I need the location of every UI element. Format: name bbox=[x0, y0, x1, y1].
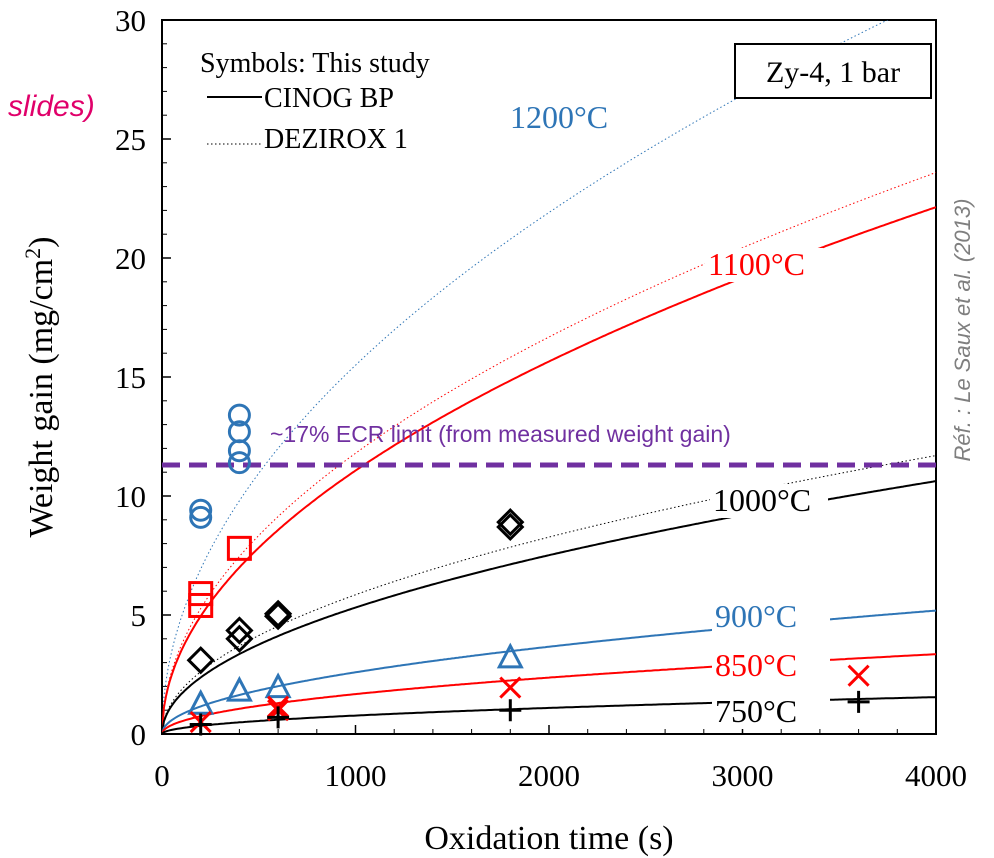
data-point-triangle bbox=[496, 642, 524, 669]
data-point-diamond bbox=[263, 599, 293, 628]
temperature-label-bg bbox=[710, 484, 828, 518]
data-point-triangle bbox=[187, 689, 215, 715]
temperature-label: 750°C bbox=[715, 693, 797, 729]
temperature-label: 850°C bbox=[715, 647, 797, 683]
data-point-plus bbox=[499, 699, 522, 722]
temperature-label: 1100°C bbox=[708, 246, 805, 282]
y-axis-label: Weight gain (mg/cm2) bbox=[20, 237, 61, 538]
data-point-circle bbox=[189, 498, 213, 522]
temperature-label-bg bbox=[712, 695, 830, 729]
y-tick-label: 0 bbox=[131, 717, 147, 752]
temperature-label-bg bbox=[712, 600, 830, 634]
x-tick-label: 3000 bbox=[712, 758, 774, 793]
data-point-diamond bbox=[225, 624, 254, 653]
data-point-diamond bbox=[186, 646, 215, 675]
temperature-label-bg bbox=[705, 248, 823, 282]
data-point-diamond bbox=[496, 512, 525, 542]
x-tick-label: 1000 bbox=[325, 758, 387, 793]
y-tick-label: 15 bbox=[115, 360, 146, 395]
y-tick-label: 5 bbox=[131, 598, 147, 633]
temperature-label: 900°C bbox=[715, 598, 797, 634]
material-box bbox=[734, 43, 932, 99]
y-tick-label: 10 bbox=[115, 479, 146, 514]
data-point-diamond bbox=[496, 508, 525, 537]
x-tick-label: 4000 bbox=[905, 758, 967, 793]
ecr-limit-label: ~17% ECR limit (from measured weight gai… bbox=[270, 421, 731, 447]
data-point-circle bbox=[227, 439, 251, 463]
temperature-label-bg bbox=[712, 649, 830, 683]
data-point-plus bbox=[189, 713, 212, 736]
legend-title: Symbols: This study bbox=[200, 48, 430, 79]
data-point-x bbox=[847, 664, 870, 687]
legend-label-cinog: CINOG BP bbox=[264, 83, 394, 114]
data-point-circle bbox=[227, 451, 251, 475]
data-point-circle bbox=[227, 420, 251, 444]
data-point-plus bbox=[267, 706, 290, 729]
data-point-circle bbox=[227, 403, 251, 427]
temperature-label: 1000°C bbox=[713, 482, 811, 518]
reference-label: Réf. : Le Saux et al. (2013) bbox=[950, 199, 975, 462]
data-point-x bbox=[499, 676, 522, 699]
data-point-triangle bbox=[264, 672, 292, 699]
data-point-triangle bbox=[225, 675, 253, 702]
x-axis-label: Oxidation time (s) bbox=[424, 820, 673, 857]
y-tick-label: 30 bbox=[115, 3, 146, 38]
data-point-square bbox=[188, 581, 214, 607]
temperature-label: 1200°C bbox=[510, 99, 608, 135]
x-tick-label: 0 bbox=[154, 758, 170, 793]
slides-fragment-label: slides) bbox=[8, 90, 95, 123]
y-tick-label: 25 bbox=[115, 122, 146, 157]
y-tick-label: 20 bbox=[115, 241, 146, 276]
marker-layer bbox=[186, 403, 870, 736]
data-point-circle bbox=[189, 505, 213, 529]
material-label: Zy-4, 1 bar bbox=[766, 56, 900, 89]
plot-area: 0 5 10 15 20 25 30 0 1000 2000 3000 4000 Oxidation t… bbox=[8, 3, 975, 857]
data-point-diamond bbox=[225, 616, 254, 645]
data-point-diamond bbox=[263, 602, 293, 631]
data-point-square bbox=[226, 535, 252, 561]
x-tick-label: 2000 bbox=[518, 758, 580, 793]
data-point-plus bbox=[847, 690, 870, 713]
legend-label-dezirox: DEZIROX 1 bbox=[264, 124, 408, 155]
